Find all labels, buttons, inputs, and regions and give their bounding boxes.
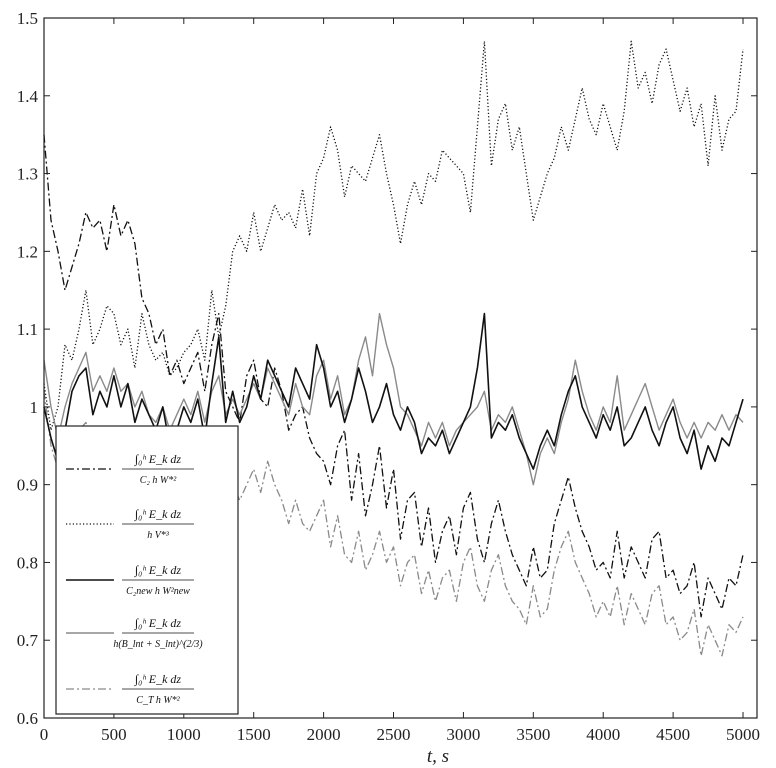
x-tick-label: 1500	[237, 725, 271, 744]
x-tick-label: 2000	[307, 725, 341, 744]
y-tick-label: 0.7	[17, 631, 39, 650]
series-line-5	[43, 391, 744, 657]
x-tick-label: 0	[40, 725, 49, 744]
y-tick-label: 0.9	[17, 476, 38, 495]
x-tick-label: 3500	[516, 725, 550, 744]
x-axis-label: t, s	[427, 746, 449, 767]
x-tick-label: 3000	[446, 725, 480, 744]
legend-label-denominator: h V*³	[147, 530, 170, 541]
y-tick-label: 1.3	[17, 165, 38, 184]
legend-entry-1: ∫₀ʰ E_k dz C₂ h W*²	[122, 452, 194, 486]
legend-label-denominator: C₂new h W²new	[126, 586, 190, 597]
x-tick-label: 4000	[586, 725, 620, 744]
legend-label-denominator: C₂ h W*²	[140, 475, 177, 486]
ticks-layer: 0 500 1000 1500 2000 2500 3000 3500 4000 4500 5000…	[17, 9, 760, 744]
y-tick-label: 1.4	[17, 87, 39, 106]
legend-label-numerator: ∫₀ʰ E_k dz	[134, 616, 182, 630]
legend-label-numerator: ∫₀ʰ E_k dz	[134, 507, 182, 521]
legend-entry-3: ∫₀ʰ E_k dz C₂new h W²new	[122, 563, 194, 597]
y-tick-label: 1.5	[17, 9, 38, 28]
legend-label-numerator: ∫₀ʰ E_k dz	[134, 452, 182, 466]
plot-frame	[43, 17, 758, 719]
legend-label-numerator: ∫₀ʰ E_k dz	[134, 563, 182, 577]
y-tick-label: 0.8	[17, 553, 38, 572]
x-tick-label: 5000	[726, 725, 760, 744]
legend-label-denominator: h(B_lnt + S_lnt)^(2/3)	[113, 639, 203, 650]
legend-entry-2: ∫₀ʰ E_k dz h V*³	[122, 507, 194, 541]
series-line-1	[43, 134, 744, 618]
legend-label-numerator: ∫₀ʰ E_k dz	[134, 672, 182, 686]
series-line-2	[43, 40, 744, 431]
series-layer	[43, 40, 744, 657]
y-tick-label: 0.6	[17, 709, 38, 728]
legend-label-denominator: C_T h W*²	[136, 695, 180, 706]
x-tick-label: 4500	[656, 725, 690, 744]
legend-entry-5: ∫₀ʰ E_k dz C_T h W*²	[122, 672, 194, 706]
x-tick-label: 1000	[167, 725, 201, 744]
x-tick-label: 500	[101, 725, 127, 744]
y-tick-label: 1.1	[17, 320, 38, 339]
legend-entry-4: ∫₀ʰ E_k dz h(B_lnt + S_lnt)^(2/3)	[113, 616, 203, 650]
x-tick-label: 2500	[377, 725, 411, 744]
y-tick-label: 1	[30, 398, 39, 417]
legend-box	[55, 425, 239, 715]
y-tick-label: 1.2	[17, 242, 38, 261]
series-line-3	[43, 312, 744, 470]
